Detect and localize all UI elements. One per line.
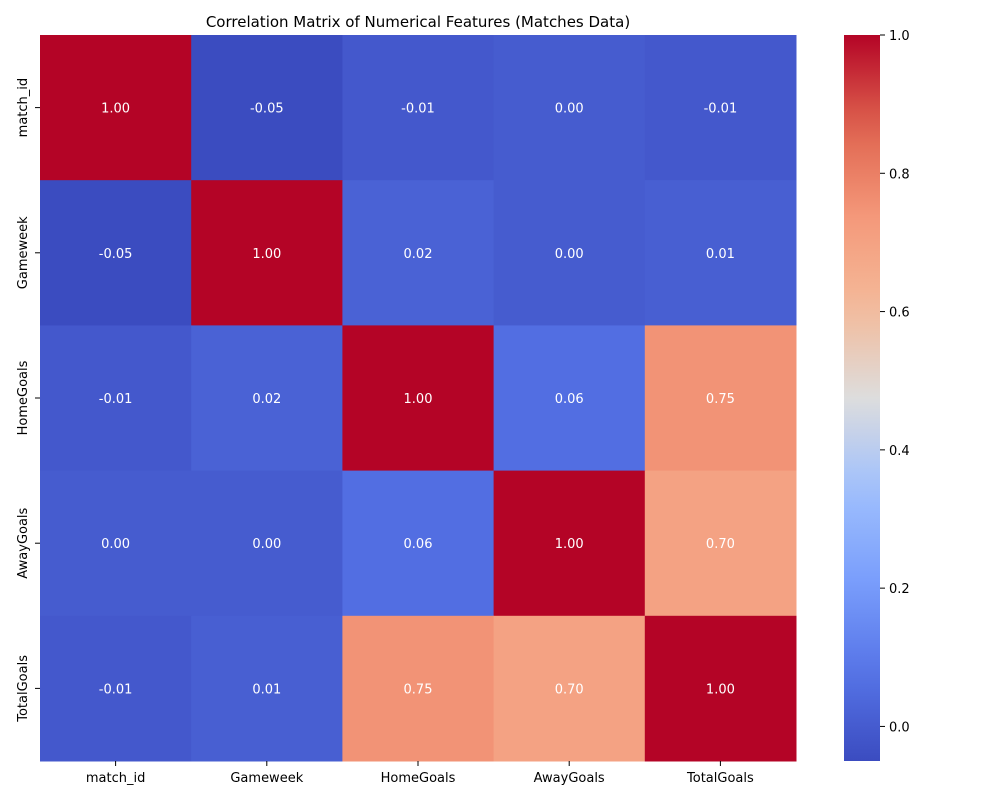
- heatmap-cell-HomeGoals-match_id: [40, 325, 192, 472]
- x-axis: match_id Gameweek HomeGoals AwayGoals TotalG…: [86, 761, 754, 786]
- cell-annotation-Gameweek-TotalGoals: 0.01: [706, 247, 735, 262]
- cell-annotation-match_id-match_id: 1.00: [101, 102, 130, 117]
- heatmap-cell-HomeGoals-HomeGoals: [342, 325, 495, 472]
- colorbar-gradient: [844, 35, 880, 761]
- y-tick-label: AwayGoals: [16, 507, 31, 578]
- cell-annotation-AwayGoals-HomeGoals: 0.06: [404, 537, 433, 552]
- y-tick-label: Gameweek: [16, 216, 31, 289]
- heatmap-cell-match_id-TotalGoals: [644, 35, 797, 181]
- heatmap-cell-TotalGoals-HomeGoals: [342, 615, 495, 762]
- heatmap-cell-Gameweek-TotalGoals: [644, 180, 797, 326]
- heatmap-cell-Gameweek-AwayGoals: [493, 180, 646, 326]
- x-tick-label: TotalGoals: [686, 771, 754, 786]
- heatmap-cell-TotalGoals-TotalGoals: [644, 615, 797, 762]
- x-tick-label: match_id: [86, 771, 145, 786]
- heatmap-cell-AwayGoals-HomeGoals: [342, 470, 495, 617]
- cell-annotation-TotalGoals-Gameweek: 0.01: [252, 682, 281, 697]
- heatmap-cell-Gameweek-HomeGoals: [342, 180, 495, 326]
- heatmap-cell-Gameweek-match_id: [40, 180, 192, 326]
- colorbar-tick-label: 0.4: [889, 444, 910, 459]
- y-tick-label: TotalGoals: [16, 655, 31, 723]
- heatmap-cell-TotalGoals-match_id: [40, 615, 192, 762]
- heatmap-cell-Gameweek-Gameweek: [191, 180, 343, 326]
- heatmap-cells: [40, 35, 797, 762]
- cell-annotation-TotalGoals-HomeGoals: 0.75: [404, 682, 433, 697]
- cell-annotation-HomeGoals-match_id: -0.01: [99, 392, 133, 407]
- heatmap-cell-match_id-HomeGoals: [342, 35, 495, 181]
- heatmap-cell-match_id-AwayGoals: [493, 35, 646, 181]
- heatmap-cell-TotalGoals-AwayGoals: [493, 615, 646, 762]
- y-axis: match_id Gameweek HomeGoals AwayGoals TotalG…: [16, 78, 40, 723]
- colorbar-tick-label: 0.2: [889, 582, 910, 597]
- cell-annotation-HomeGoals-AwayGoals: 0.06: [555, 392, 584, 407]
- heatmap-cell-HomeGoals-AwayGoals: [493, 325, 646, 472]
- heatmap-cell-AwayGoals-AwayGoals: [493, 470, 646, 617]
- y-tick-label: match_id: [16, 78, 31, 137]
- cell-annotation-HomeGoals-HomeGoals: 1.00: [404, 392, 433, 407]
- cell-annotation-match_id-Gameweek: -0.05: [250, 102, 284, 117]
- heatmap-cell-HomeGoals-Gameweek: [191, 325, 343, 472]
- x-tick-label: AwayGoals: [534, 771, 605, 786]
- y-tick-label: HomeGoals: [16, 360, 31, 435]
- heatmap-cell-AwayGoals-match_id: [40, 470, 192, 617]
- colorbar-tick-label: 1.0: [889, 29, 910, 44]
- cell-annotation-AwayGoals-AwayGoals: 1.00: [555, 537, 584, 552]
- cell-annotation-HomeGoals-TotalGoals: 0.75: [706, 392, 735, 407]
- heatmap-cell-AwayGoals-Gameweek: [191, 470, 343, 617]
- cell-annotation-TotalGoals-match_id: -0.01: [99, 682, 133, 697]
- x-tick-label: HomeGoals: [381, 771, 456, 786]
- x-tick-label: Gameweek: [230, 771, 303, 786]
- colorbar: 0.0 0.2 0.4 0.6 0.8 1.0: [844, 29, 910, 761]
- cell-annotation-Gameweek-match_id: -0.05: [99, 247, 133, 262]
- cell-annotation-HomeGoals-Gameweek: 0.02: [252, 392, 281, 407]
- colorbar-tick-label: 0.0: [889, 720, 910, 735]
- heatmap-cell-TotalGoals-Gameweek: [191, 615, 343, 762]
- cell-annotations: 1.00 -0.05 -0.01 0.00 -0.01 -0.05 1.00 0.02 0.00…: [99, 102, 737, 698]
- cell-annotation-AwayGoals-Gameweek: 0.00: [252, 537, 281, 552]
- cell-annotation-Gameweek-Gameweek: 1.00: [252, 247, 281, 262]
- cell-annotation-TotalGoals-AwayGoals: 0.70: [555, 682, 584, 697]
- colorbar-tick-label: 0.8: [889, 167, 910, 182]
- cell-annotation-AwayGoals-match_id: 0.00: [101, 537, 130, 552]
- cell-annotation-AwayGoals-TotalGoals: 0.70: [706, 537, 735, 552]
- heatmap-cell-AwayGoals-TotalGoals: [644, 470, 797, 617]
- colorbar-tick-label: 0.6: [889, 306, 910, 321]
- heatmap-cell-HomeGoals-TotalGoals: [644, 325, 797, 472]
- heatmap-cell-match_id-match_id: [40, 35, 192, 181]
- cell-annotation-TotalGoals-TotalGoals: 1.00: [706, 682, 735, 697]
- cell-annotation-match_id-AwayGoals: 0.00: [555, 102, 584, 117]
- cell-annotation-Gameweek-AwayGoals: 0.00: [555, 247, 584, 262]
- heatmap-cell-match_id-Gameweek: [191, 35, 343, 181]
- chart-title: Correlation Matrix of Numerical Features…: [206, 13, 630, 31]
- cell-annotation-Gameweek-HomeGoals: 0.02: [404, 247, 433, 262]
- cell-annotation-match_id-HomeGoals: -0.01: [401, 102, 435, 117]
- cell-annotation-match_id-TotalGoals: -0.01: [704, 102, 738, 117]
